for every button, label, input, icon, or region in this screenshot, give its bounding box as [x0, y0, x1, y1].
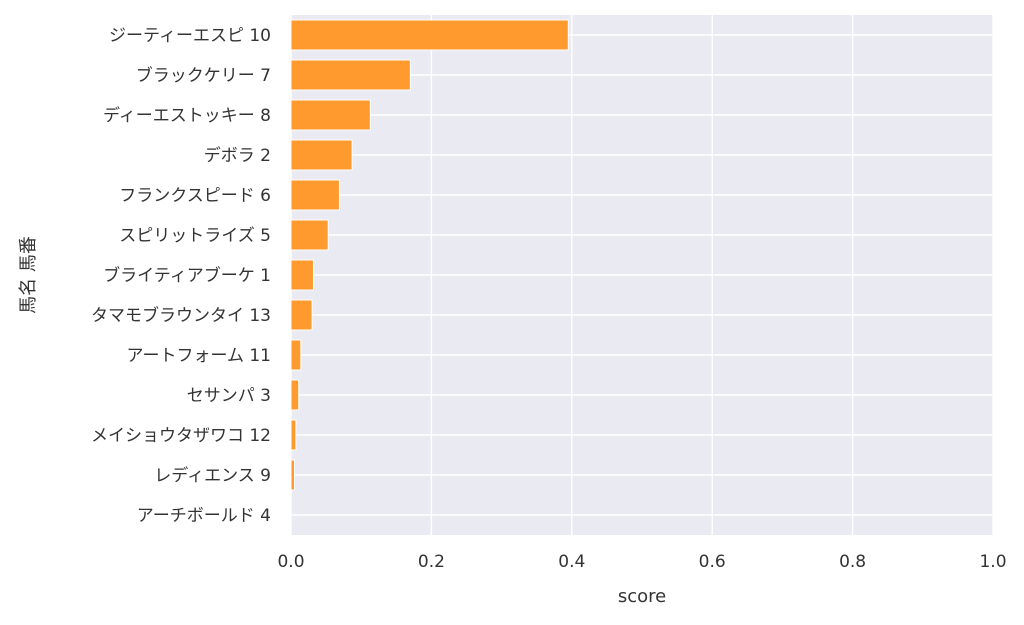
x-tick-label: 0.2 — [418, 552, 445, 572]
y-tick-label: ブライティアブーケ 1 — [103, 265, 271, 286]
y-tick-label: タマモブラウンタイ 13 — [91, 305, 271, 326]
x-tick-label: 1.0 — [979, 552, 1006, 572]
bar — [290, 379, 300, 411]
y-tick-label: スピリットライズ 5 — [119, 226, 271, 246]
y-tick-labels: ジーティーエスピ 10 ブラックケリー 7 ディーエストッキー 8 デボラ 2 フランク… — [91, 26, 271, 526]
bar — [290, 19, 569, 51]
y-tick-label: メイショウタザワコ 12 — [91, 426, 271, 446]
bar — [290, 179, 340, 211]
bar — [290, 219, 329, 251]
y-axis-label: 馬名 馬番 — [18, 236, 39, 314]
y-tick-label: レディエンス 9 — [154, 465, 271, 486]
x-tick-label: 0.8 — [839, 552, 866, 572]
y-tick-label: デボラ 2 — [204, 145, 271, 166]
bar — [290, 339, 302, 371]
bar — [290, 259, 314, 291]
y-tick-label: ブラックケリー 7 — [136, 65, 271, 86]
bar — [290, 299, 313, 331]
y-tick-label: セサンパ 3 — [187, 386, 271, 406]
y-tick-label: アートフォーム 11 — [126, 346, 271, 366]
y-tick-label: フランクスピード 6 — [119, 186, 271, 206]
bar — [290, 459, 296, 491]
x-axis-label: score — [618, 586, 666, 607]
y-tick-label: ジーティーエスピ 10 — [109, 26, 271, 46]
x-tick-label: 0.0 — [277, 552, 304, 572]
y-tick-label: ディーエストッキー 8 — [103, 105, 271, 126]
bar — [290, 99, 371, 131]
bar — [290, 59, 411, 91]
x-tick-label: 0.4 — [558, 552, 585, 572]
bar — [290, 139, 353, 171]
y-tick-label: アーチボールド 4 — [137, 506, 271, 526]
bar — [290, 419, 297, 451]
x-tick-labels: 0.0 0.2 0.4 0.6 0.8 1.0 — [277, 552, 1006, 572]
x-tick-label: 0.6 — [699, 552, 726, 572]
bars — [290, 19, 569, 491]
